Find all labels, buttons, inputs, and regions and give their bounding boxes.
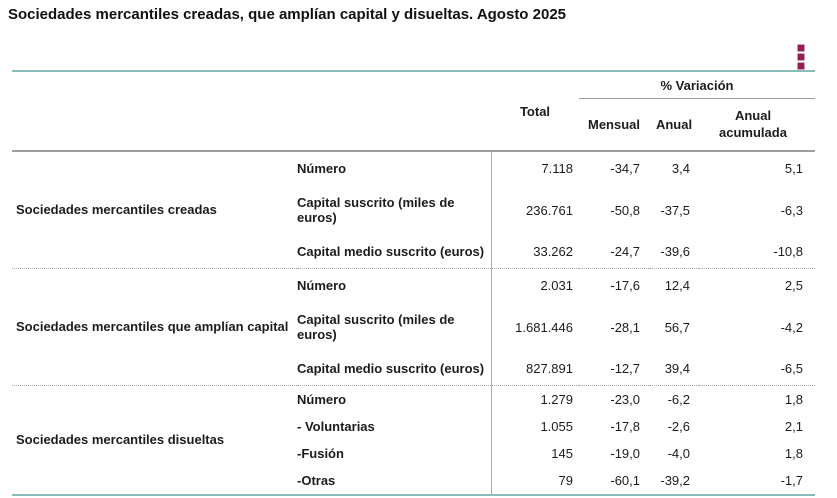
cell-annual-accumulated: -1,7 [780,473,803,488]
cell-annual-accumulated: 1,8 [699,385,815,413]
cell-monthly: -17,6 [579,268,649,302]
cell-annual-accumulated: -6,5 [780,361,803,376]
cell-total: 145 [490,440,579,467]
group-label-amplian-capital: Sociedades mercantiles que amplían capit… [12,268,297,386]
statistics-table: Total % Variación Mensual Anual Anual ac… [12,70,815,496]
concept-label: Número [297,161,347,176]
concept-label: -Fusión [297,446,344,461]
header-annual: Anual [649,98,699,152]
cell-total: 79 [490,467,579,495]
cell-monthly: -12,7 [610,361,640,376]
header-annual-accumulated: Anual acumulada [699,98,815,152]
cell-total: 236.761 [490,185,579,235]
header-blank-cell [12,70,491,152]
table-header: Total % Variación Mensual Anual Anual ac… [12,70,815,152]
cell-annual: -6,2 [649,385,699,413]
group-label-creadas: Sociedades mercantiles creadas [16,202,217,217]
cell-monthly: -24,7 [610,244,640,259]
kebab-menu-icon [798,63,804,69]
table-row: Sociedades mercantiles disueltas Número … [12,385,815,495]
cell-monthly: -17,8 [610,419,640,434]
table-row: Capital suscrito (miles de euros) 236.76… [12,185,815,235]
cell-annual: 12,4 [649,268,699,302]
cell-monthly: -23,0 [579,385,649,413]
cell-monthly: -34,7 [610,161,640,176]
table-row: Capital suscrito (miles de euros) 1.681.… [12,302,815,352]
cell-annual: -39,6 [660,244,690,259]
header-total: Total [491,70,579,152]
concept-label: Capital suscrito (miles de euros) [297,195,455,225]
cell-total: 1.055 [490,413,579,440]
cell-monthly: -50,8 [610,202,640,218]
cell-total: 33.262 [490,235,579,269]
cell-annual-accumulated: 2,1 [784,419,803,434]
table-row: Sociedades mercantiles creadas Número 7.… [12,151,815,217]
cell-annual-accumulated: -6,3 [780,202,803,218]
table-row: -Fusión 145 -19,0 -4,0 1,8 [12,440,815,467]
cell-total: 2.031 [490,268,579,302]
cell-annual: 56,7 [664,319,690,335]
cell-monthly: -60,1 [610,473,640,488]
cell-annual: -39,2 [660,473,690,488]
concept-label: Número [297,385,491,413]
cell-annual-accumulated: 1,8 [784,446,803,461]
cell-monthly: -28,1 [610,319,640,335]
concept-label: Capital medio suscrito (euros) [297,244,485,259]
cell-total: 7.118 [490,151,579,185]
cell-annual-accumulated: 2,5 [699,268,815,302]
concept-label: -Otras [297,473,336,488]
concept-label: - Voluntarias [297,419,375,434]
cell-annual-accumulated: 5,1 [784,161,803,176]
concept-label: Número [297,268,491,302]
table-row: - Voluntarias 1.055 -17,8 -2,6 2,1 [12,413,815,440]
cell-total: 1.681.446 [490,302,579,352]
cell-total: 1.279 [490,385,579,413]
concept-label: Capital medio suscrito (euros) [297,361,485,376]
table-row: -Otras 79 -60,1 -39,2 -1,7 [12,467,815,495]
cell-annual: -37,5 [660,202,690,218]
header-variation-group: % Variación [579,70,815,99]
cell-annual-accumulated: -4,2 [780,319,803,335]
kebab-menu-icon [798,45,804,51]
header-monthly: Mensual [579,98,649,152]
cell-annual: 3,4 [671,161,690,176]
table-row: Capital medio suscrito (euros) 827.891 -… [12,352,815,386]
cell-annual: -4,0 [667,446,690,461]
table-row: Sociedades mercantiles que amplían capit… [12,268,815,386]
table-row: Capital medio suscrito (euros) 33.262 -2… [12,235,815,269]
kebab-menu-icon [798,54,804,60]
cell-total: 827.891 [490,352,579,386]
cell-monthly: -19,0 [610,446,640,461]
cell-annual-accumulated: -10,8 [773,244,803,259]
concept-label: Capital suscrito (miles de euros) [297,312,455,342]
table-options-menu-button[interactable] [794,42,808,72]
group-label-disueltas: Sociedades mercantiles disueltas [12,385,297,495]
cell-annual: 39,4 [664,361,690,376]
cell-annual: -2,6 [667,419,690,434]
page-title: Sociedades mercantiles creadas, que ampl… [8,6,567,23]
